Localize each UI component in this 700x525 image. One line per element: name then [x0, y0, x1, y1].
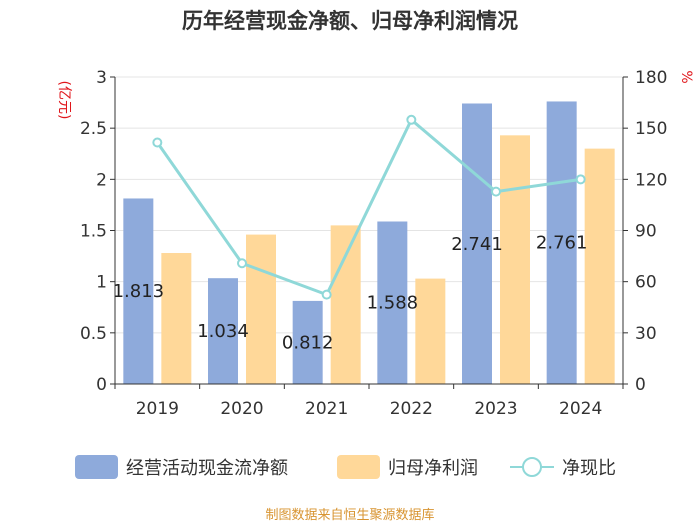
data-label: 1.813: [113, 281, 165, 302]
y-right-tick-label: 120: [635, 170, 667, 190]
legend: 经营活动现金流净额 归母净利润 净现比: [75, 455, 616, 479]
line-point: [152, 137, 163, 148]
y-left-tick-label: 0: [96, 375, 107, 395]
bar-net-profit: [500, 135, 530, 384]
y-left-tick-label: 3: [96, 68, 107, 88]
line-point: [491, 186, 501, 197]
data-label: 1.588: [367, 293, 419, 314]
bar-net-profit: [584, 148, 615, 384]
legend-swatch-cash-flow: [75, 455, 118, 479]
bar-net-profit: [161, 253, 192, 384]
y-right-tick-label: 0: [635, 375, 646, 395]
y-right-tick-label: 30: [635, 324, 657, 344]
y-right-tick-label: 90: [635, 222, 657, 242]
legend-swatch-net-profit: [337, 455, 380, 479]
bars: [123, 101, 615, 384]
x-tick-label: 2023: [474, 399, 517, 419]
x-tick-label: 2020: [220, 399, 263, 419]
grid-lines: [115, 76, 623, 334]
line-point: [237, 258, 247, 269]
y-right-tick-label: 60: [635, 273, 657, 293]
legend-label-net-profit: 归母净利润: [388, 458, 478, 479]
chart-title: 历年经营现金净额、归母净利润情况: [182, 9, 518, 33]
y-right-axis-title: %: [678, 70, 694, 83]
y-left-axis-title: (亿元): [56, 81, 72, 120]
bar-cash-flow: [123, 198, 154, 384]
x-tick-label: 2021: [305, 399, 348, 419]
ratio-line: [152, 114, 586, 300]
axes: [110, 76, 628, 389]
bar-cash-flow: [208, 278, 238, 384]
line-point: [321, 289, 332, 300]
x-tick-label: 2024: [559, 399, 602, 419]
bar-cash-flow: [292, 300, 323, 384]
y-left-tick-label: 0.5: [80, 324, 107, 344]
y-left-tick-label: 2: [96, 170, 107, 190]
line-point: [406, 114, 417, 125]
line-series: [156, 117, 581, 297]
y-left-tick-label: 2.5: [80, 119, 107, 139]
bar-cash-flow: [462, 103, 492, 384]
data-label: 1.034: [197, 321, 249, 342]
bar-cash-flow: [377, 221, 408, 384]
data-labels: 1.813 1.034 0.812 1.588 2.741 2.761: [113, 233, 588, 354]
y-right-tick-label: 180: [635, 68, 667, 88]
data-label: 2.761: [536, 233, 588, 254]
data-label: 0.812: [282, 332, 334, 353]
bar-cash-flow: [546, 101, 577, 384]
y-left-tick-label: 1: [96, 273, 107, 293]
y-left-tick-label: 1.5: [80, 222, 107, 242]
legend-swatch-line-marker: [522, 457, 542, 477]
data-label: 2.741: [451, 234, 503, 255]
y-right-tick-label: 150: [635, 119, 667, 139]
bar-net-profit: [415, 278, 446, 384]
bar-net-profit: [246, 234, 276, 384]
legend-label-cash-flow: 经营活动现金流净额: [126, 458, 288, 479]
x-tick-label: 2022: [390, 399, 433, 419]
legend-label-ratio: 净现比: [562, 458, 616, 479]
x-axis-labels: 2019 2020 2021 2022 2023 2024: [136, 399, 603, 419]
source-note: 制图数据来自恒生聚源数据库: [265, 507, 434, 523]
bar-net-profit: [330, 225, 361, 384]
line-point: [575, 174, 586, 185]
x-tick-label: 2019: [136, 399, 179, 419]
